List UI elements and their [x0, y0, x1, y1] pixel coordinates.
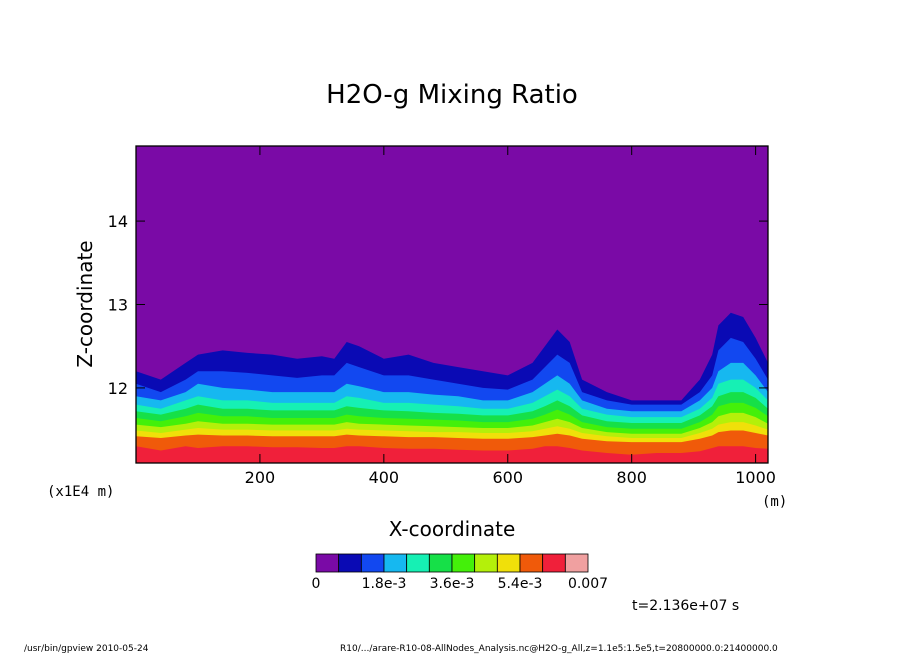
colorbar-swatch: [496, 553, 521, 573]
colorbar-swatch: [519, 553, 544, 573]
contour-field: [136, 146, 768, 463]
x-tick-label: 600: [492, 468, 523, 487]
y-tick-label: 14: [108, 212, 128, 231]
y-tick-label: 12: [108, 379, 128, 398]
x-tick-label: 200: [245, 468, 276, 487]
chart-title: H2O-g Mixing Ratio: [326, 80, 578, 110]
y-axis-units: (x1E4 m): [47, 484, 114, 500]
contour-band-10: [136, 446, 768, 463]
y-axis-label: Z-coordinate: [73, 240, 97, 367]
x-axis: 200 400 600 800 1000: [245, 146, 776, 487]
colorbar-swatch: [474, 553, 498, 573]
colorbar-label: 1.8e-3: [362, 576, 407, 592]
time-label: t=2.136e+07 s: [632, 598, 739, 614]
colorbar-swatch: [338, 553, 362, 573]
x-tick-label: 400: [369, 468, 400, 487]
y-axis: 12 13 14: [108, 212, 768, 398]
x-tick-label: 1000: [735, 468, 776, 487]
colorbar-swatch: [564, 553, 589, 573]
colorbar-swatch: [360, 553, 385, 573]
colorbar-swatch: [406, 553, 430, 573]
colorbar-label: 3.6e-3: [430, 576, 475, 592]
x-tick-label: 800: [616, 468, 647, 487]
x-axis-units: (m): [762, 494, 787, 510]
colorbar-label: 0: [312, 576, 321, 592]
y-tick-label: 13: [108, 296, 128, 315]
x-axis-label: X-coordinate: [389, 517, 516, 541]
colorbar-label: 5.4e-3: [498, 576, 543, 592]
colorbar: 0 1.8e-3 3.6e-3 5.4e-3 0.007: [312, 553, 608, 592]
colorbar-label: 0.007: [568, 576, 608, 592]
colorbar-swatch: [315, 553, 340, 573]
colorbar-swatch: [451, 553, 476, 573]
colorbar-swatch: [542, 553, 566, 573]
footer-right: R10/.../arare-R10-08-AllNodes_Analysis.n…: [340, 644, 778, 654]
colorbar-swatch: [383, 553, 408, 573]
colorbar-swatch: [428, 553, 453, 573]
footer-left: /usr/bin/gpview 2010-05-24: [24, 644, 149, 654]
